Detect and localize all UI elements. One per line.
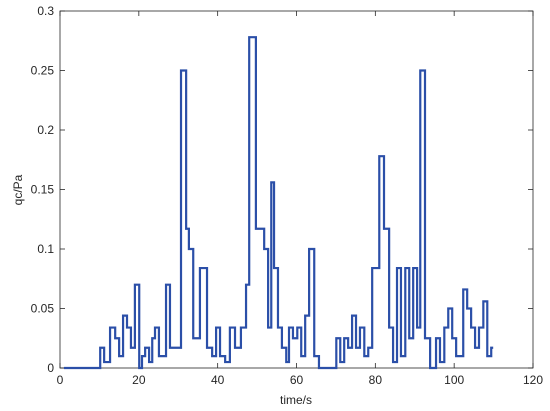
y-tick-label: 0.05: [31, 302, 55, 316]
x-tick-label: 100: [444, 373, 464, 387]
x-tick-label: 60: [290, 373, 304, 387]
y-tick-label: 0.3: [37, 4, 54, 18]
y-tick-label: 0.15: [31, 183, 55, 197]
x-tick-label: 80: [369, 373, 383, 387]
y-tick-label: 0.1: [37, 242, 54, 256]
y-tick-label: 0.2: [37, 123, 54, 137]
data-line: [63, 36, 494, 370]
x-tick-label: 120: [523, 373, 543, 387]
plot-area: [59, 10, 534, 369]
y-tick-label: 0.25: [31, 64, 55, 78]
x-tick-label: 0: [57, 373, 64, 387]
y-axis-label: qc/Pa: [11, 174, 25, 205]
x-axis-label: time/s: [280, 393, 312, 407]
y-tick-label: 0: [47, 361, 54, 375]
x-tick-label: 40: [211, 373, 225, 387]
x-tick-label: 20: [132, 373, 146, 387]
